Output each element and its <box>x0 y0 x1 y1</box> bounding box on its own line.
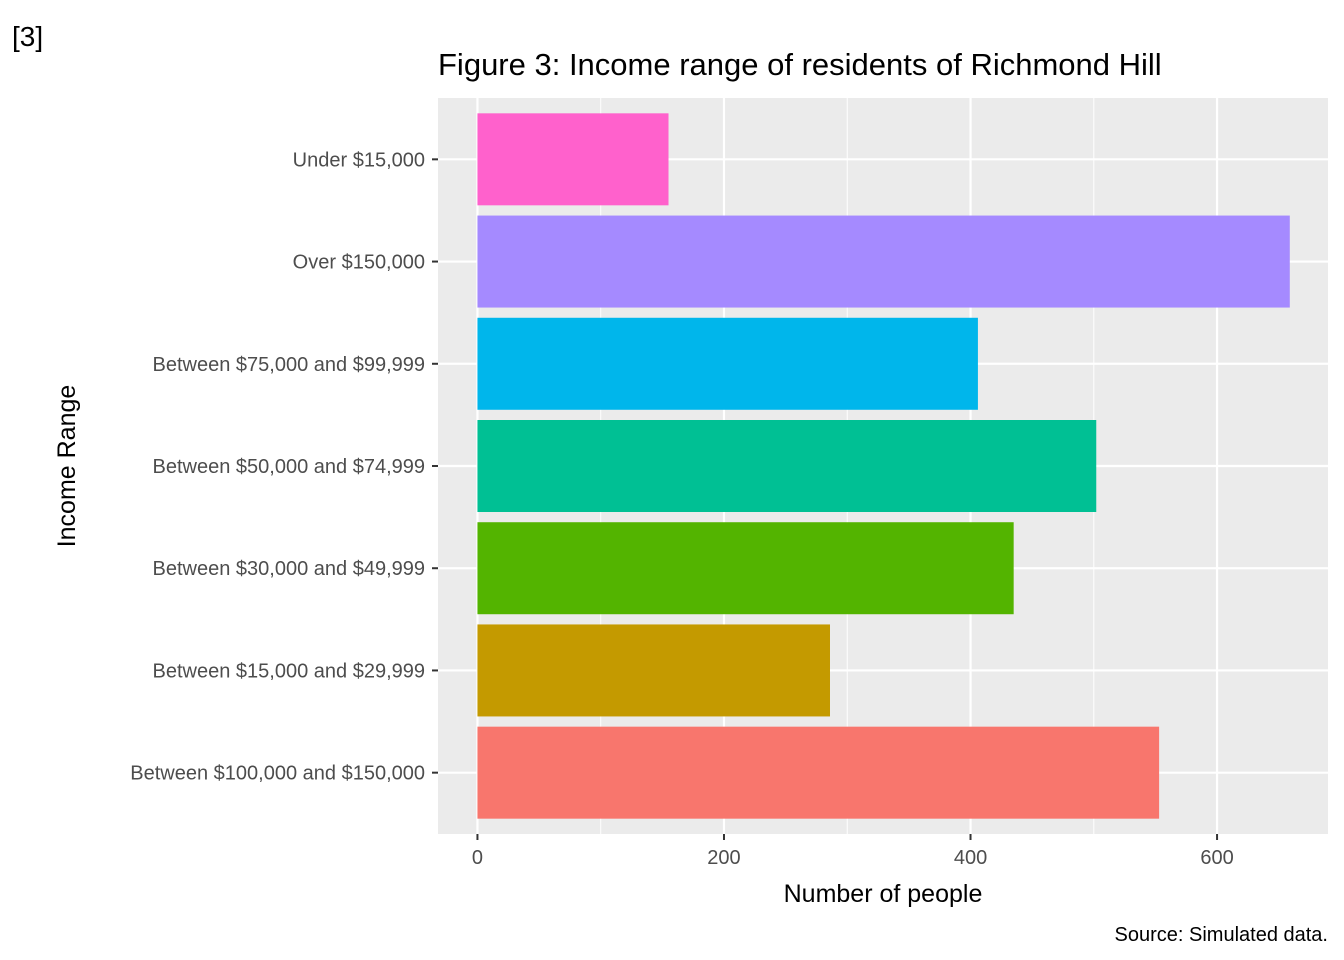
y-tick-label: Between $75,000 and $99,999 <box>153 354 425 376</box>
bar <box>477 624 830 717</box>
y-tick-label: Between $100,000 and $150,000 <box>130 763 425 785</box>
x-axis-ticks: 0 200 400 600 <box>472 834 1234 869</box>
x-tick-label: 200 <box>707 847 740 869</box>
y-axis-title: Income Range <box>53 385 81 548</box>
bars <box>477 113 1290 819</box>
bar <box>477 420 1097 512</box>
bar <box>477 726 1160 819</box>
x-axis-title: Number of people <box>784 880 983 908</box>
chart-title: Figure 3: Income range of residents of R… <box>438 47 1162 82</box>
figure-reference-label: [3] <box>12 21 43 52</box>
y-tick-label: Between $30,000 and $49,999 <box>153 558 425 580</box>
bar <box>477 522 1014 615</box>
bar <box>477 113 669 206</box>
x-tick-label: 0 <box>472 847 483 869</box>
y-tick-label: Under $15,000 <box>293 149 425 171</box>
y-tick-label: Between $50,000 and $74,999 <box>153 456 425 478</box>
x-tick-label: 600 <box>1200 847 1233 869</box>
x-tick-label: 400 <box>954 847 987 869</box>
source-caption: Source: Simulated data. <box>1115 924 1328 946</box>
y-tick-label: Over $150,000 <box>293 252 425 274</box>
bar <box>477 317 978 410</box>
bar <box>477 215 1290 308</box>
y-tick-label: Between $15,000 and $29,999 <box>153 660 425 682</box>
y-axis-ticks: Under $15,000 Over $150,000 Between $75,00… <box>130 149 438 785</box>
